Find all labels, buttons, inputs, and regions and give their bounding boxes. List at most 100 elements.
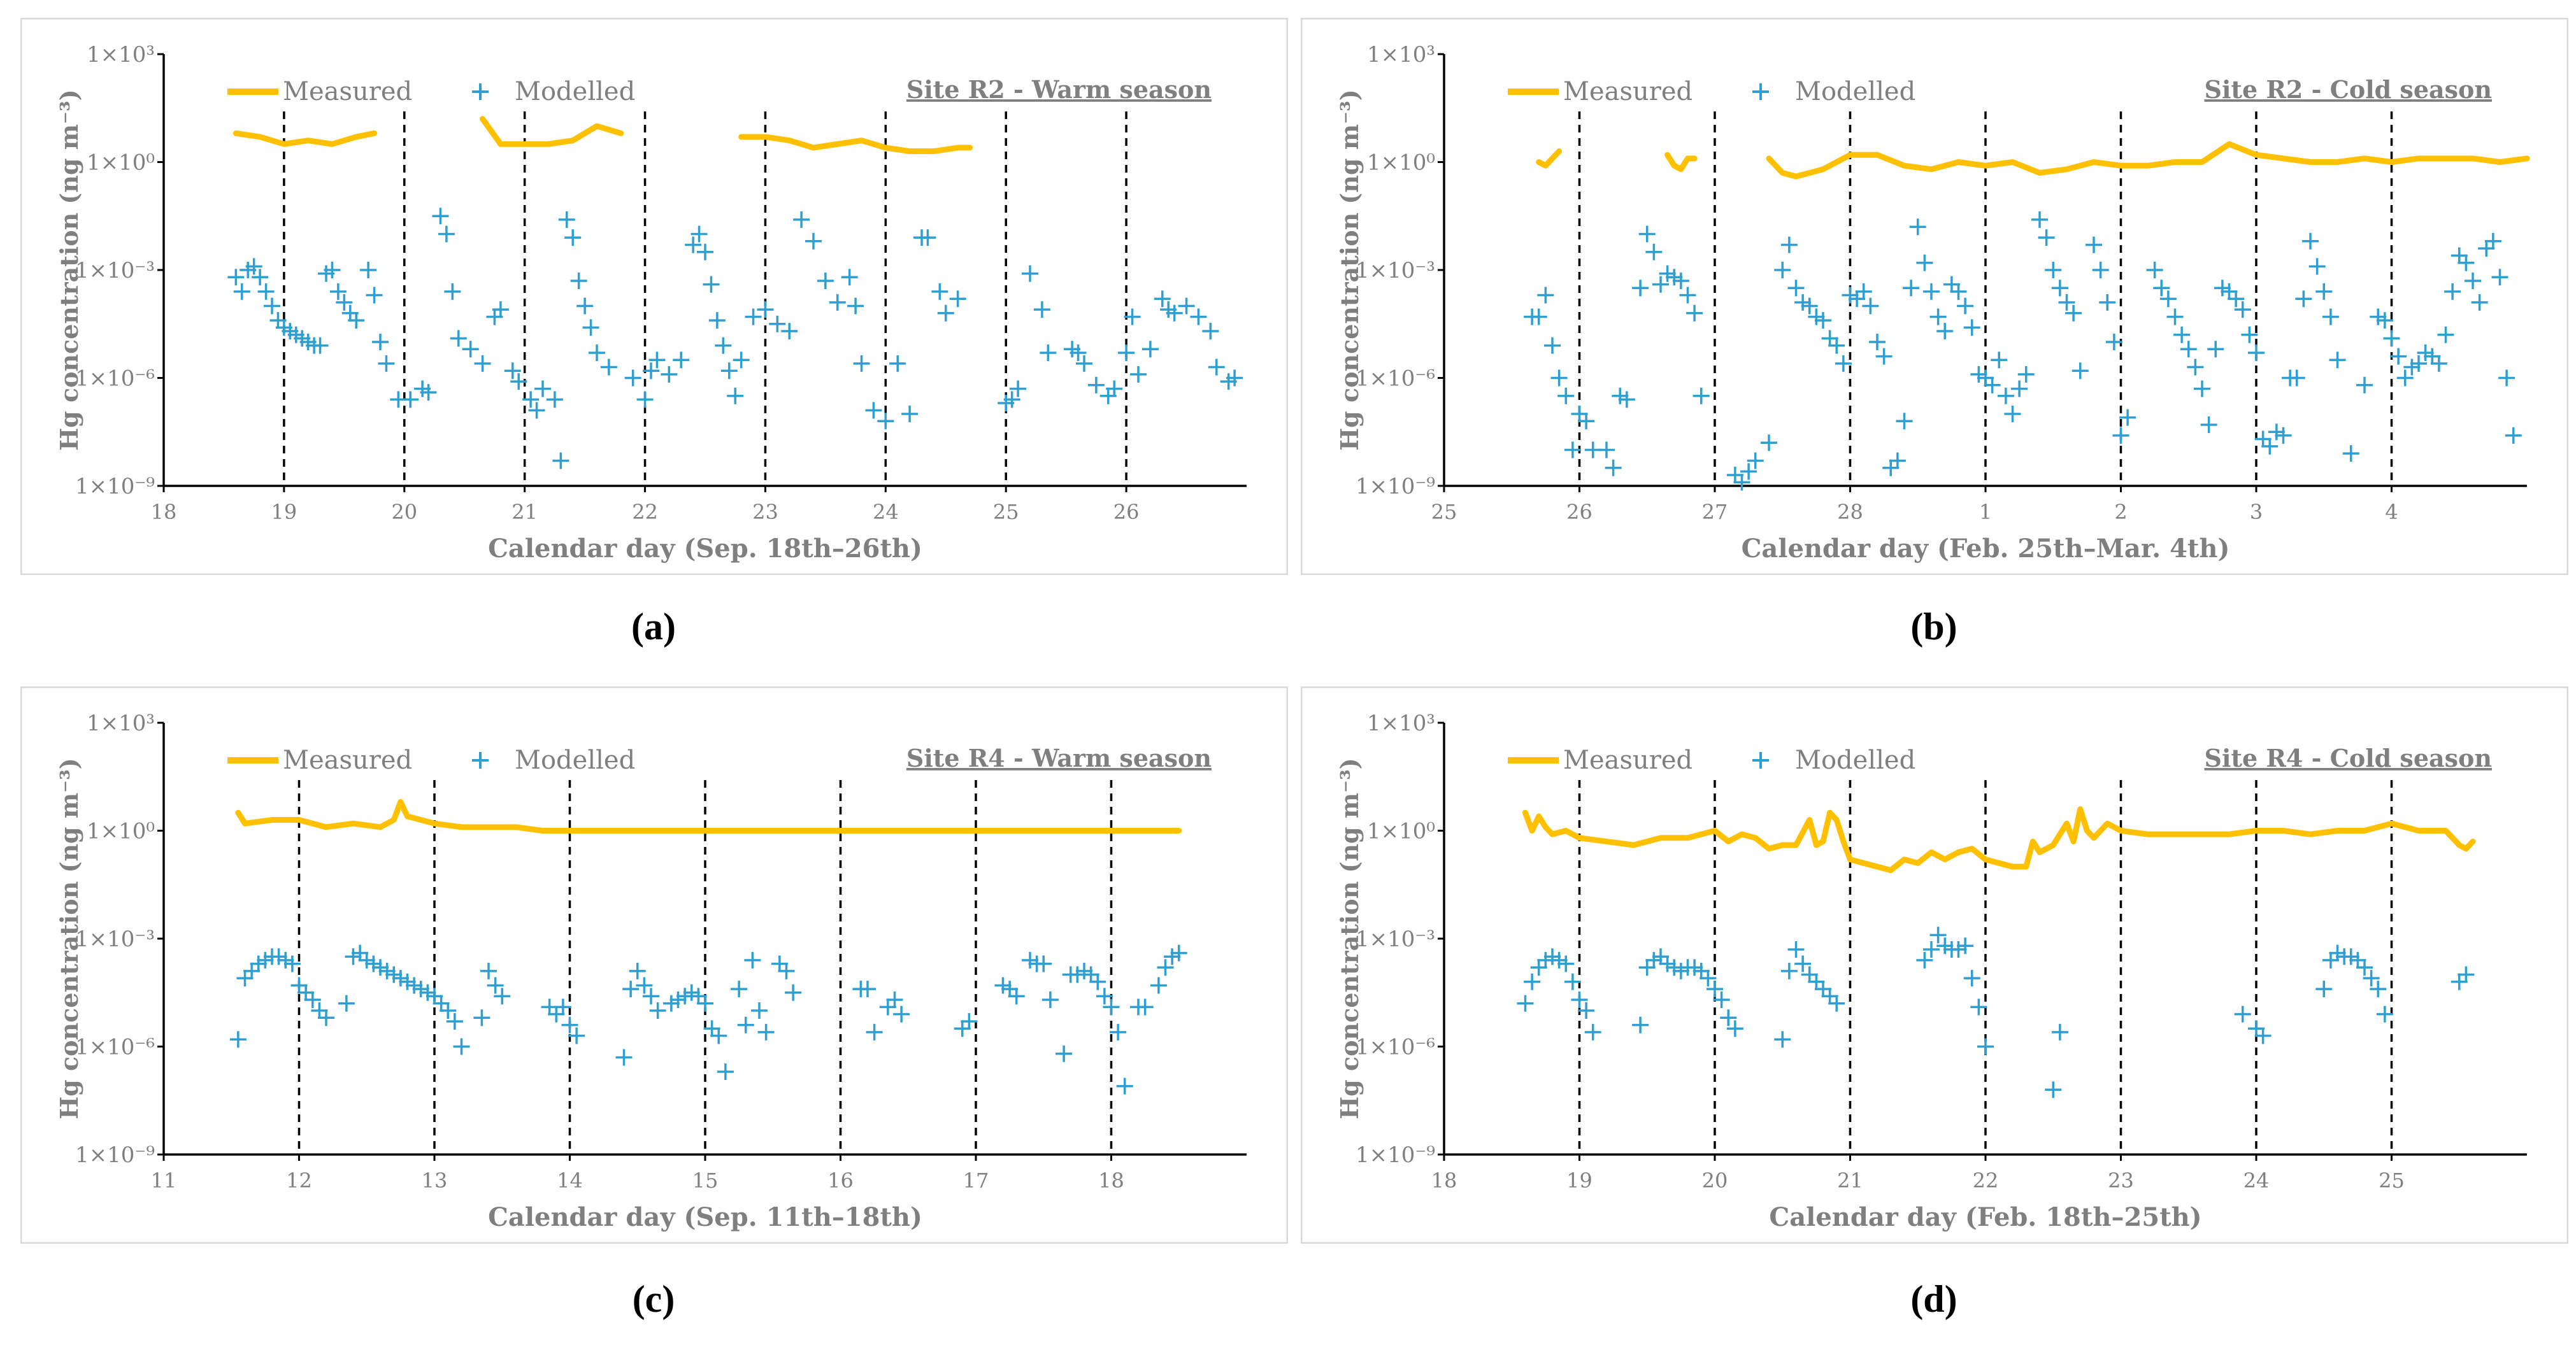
modelled-point	[324, 262, 341, 278]
modelled-point	[1692, 387, 1710, 404]
modelled-point	[2228, 290, 2245, 308]
modelled-point	[1882, 459, 1900, 476]
modelled-point	[683, 984, 700, 1001]
chart-frame	[1301, 18, 2568, 575]
legend-measured-label: Measured	[283, 77, 412, 106]
caption-a: (a)	[631, 605, 676, 649]
measured-series-line	[235, 799, 1182, 834]
modelled-point	[576, 297, 594, 315]
modelled-point	[492, 301, 509, 318]
modelled-point	[2444, 283, 2461, 300]
modelled-point	[1916, 951, 1933, 969]
y-tick-label: 1×10⁻⁹	[1356, 474, 1435, 499]
modelled-point	[2221, 283, 2238, 300]
x-axis-label: Calendar day (Feb. 25th–Mar. 4th)	[1742, 534, 2230, 564]
caption-c: (c)	[633, 1277, 675, 1321]
modelled-point	[685, 236, 702, 253]
modelled-point	[1672, 272, 1689, 289]
modelled-point	[283, 955, 301, 972]
modelled-point	[1774, 1031, 1791, 1048]
modelled-point	[731, 981, 748, 998]
modelled-point	[1936, 937, 1954, 955]
modelled-point	[1645, 243, 1663, 260]
modelled-point	[1524, 973, 1541, 990]
measured-series-line	[738, 134, 973, 155]
caption-d-label: (d)	[1910, 1278, 1957, 1320]
x-tick-label: 20	[1702, 1169, 1728, 1193]
modelled-point	[2322, 951, 2339, 969]
modelled-point	[1692, 962, 1710, 979]
y-tick-label: 1×10⁰	[1367, 819, 1435, 844]
modelled-point	[2207, 341, 2224, 358]
modelled-point	[2430, 355, 2447, 372]
modelled-point	[2410, 355, 2427, 372]
modelled-point	[648, 352, 666, 369]
modelled-point	[720, 362, 738, 380]
modelled-point	[1618, 391, 1635, 408]
modelled-point	[1578, 413, 1595, 430]
modelled-point	[847, 297, 864, 315]
chart-d-svg: 1×10⁻⁹ 1×10⁻⁶ 1×10⁻³ 1×10⁰ 1×10³ 18 19 20 21 22 23…	[1301, 686, 2568, 1244]
modelled-point	[582, 319, 599, 336]
modelled-point	[2424, 348, 2441, 365]
modelled-point	[2451, 973, 2468, 990]
x-axis-label: Calendar day (Sep. 11th–18th)	[488, 1202, 922, 1232]
modelled-point	[1659, 955, 1676, 972]
legend-modelled-label: Modelled	[1795, 77, 1915, 106]
modelled-point	[2045, 1081, 2062, 1098]
modelled-point	[1157, 959, 1174, 976]
modelled-point	[554, 998, 571, 1016]
modelled-point	[474, 355, 491, 372]
modelled-point	[1638, 225, 1656, 243]
modelled-point	[1875, 348, 1893, 365]
modelled-point	[2011, 380, 2028, 397]
x-tick-label: 18	[151, 500, 177, 524]
modelled-point	[446, 1012, 463, 1030]
modelled-point	[2248, 344, 2265, 361]
x-tick-label: 19	[1566, 1169, 1592, 1193]
modelled-point	[2370, 981, 2387, 998]
modelled-point	[1096, 988, 1113, 1005]
modelled-point	[1008, 988, 1025, 1005]
modelled-point	[901, 406, 919, 422]
modelled-point	[994, 977, 1012, 994]
modelled-point	[937, 304, 954, 322]
modelled-point	[432, 208, 449, 225]
modelled-point	[1828, 337, 1845, 354]
modelled-point	[360, 262, 377, 278]
modelled-point	[1787, 941, 1805, 958]
modelled-point	[399, 973, 416, 990]
y-tick-label: 1×10⁻⁹	[1356, 1142, 1435, 1168]
modelled-point	[2072, 362, 2089, 380]
modelled-point	[1666, 269, 1683, 286]
modelled-point	[2465, 272, 2481, 289]
modelled-point	[1957, 297, 1974, 315]
modelled-point	[257, 283, 275, 300]
modelled-point	[1794, 955, 1812, 972]
y-tick-label: 1×10⁻³	[1356, 258, 1435, 283]
modelled-point	[2396, 369, 2414, 387]
modelled-point	[2166, 308, 2184, 325]
modelled-point	[886, 991, 903, 1009]
modelled-point	[1780, 236, 1798, 253]
modelled-point	[419, 984, 436, 1001]
modelled-point	[1943, 276, 1960, 293]
measured-series-line	[1536, 148, 1563, 169]
modelled-point	[2180, 341, 2197, 358]
modelled-point	[1686, 959, 1703, 976]
y-tick-label: 1×10⁻⁹	[75, 474, 155, 499]
modelled-point	[311, 337, 329, 354]
modelled-point	[757, 301, 774, 318]
modelled-point	[2505, 427, 2522, 444]
modelled-point	[1726, 1020, 1743, 1037]
modelled-point	[297, 984, 315, 1001]
modelled-point	[2045, 262, 2062, 278]
modelled-point	[1612, 387, 1629, 404]
modelled-point	[629, 962, 646, 979]
modelled-point	[2200, 416, 2217, 433]
modelled-point	[245, 258, 262, 275]
modelled-point	[2383, 330, 2400, 347]
measured-series-line	[1664, 152, 1698, 173]
modelled-point	[385, 966, 403, 983]
modelled-point	[1950, 283, 1967, 300]
